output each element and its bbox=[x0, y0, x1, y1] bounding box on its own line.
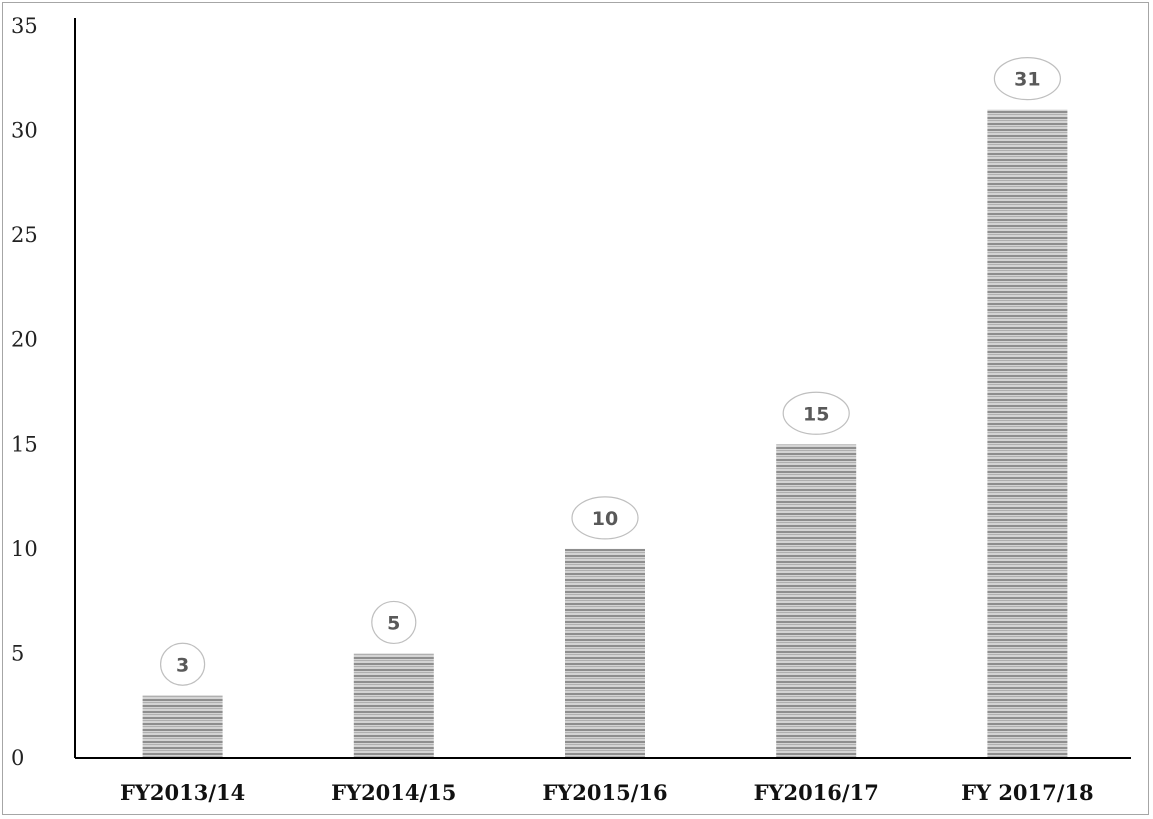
data-label: 15 bbox=[803, 403, 829, 425]
y-tick-label: 30 bbox=[11, 119, 38, 143]
x-axis-ticks: FY2013/14 FY2014/15 FY2015/16 FY2016/17 FY 2… bbox=[120, 780, 1094, 805]
bar bbox=[353, 653, 434, 758]
x-tick-label: FY2014/15 bbox=[331, 780, 456, 805]
data-label: 31 bbox=[1014, 69, 1040, 91]
y-tick-label: 15 bbox=[11, 432, 38, 456]
x-tick-label: FY2013/14 bbox=[120, 780, 245, 805]
x-tick-label: FY2015/16 bbox=[542, 780, 667, 805]
data-label-bubble bbox=[160, 642, 206, 686]
y-tick-label: 35 bbox=[11, 14, 38, 38]
bar bbox=[776, 444, 857, 758]
x-tick-label: FY 2017/18 bbox=[961, 780, 1094, 805]
data-label-bubble bbox=[993, 57, 1062, 101]
y-tick-label: 0 bbox=[11, 746, 24, 770]
y-tick-label: 25 bbox=[11, 223, 38, 247]
data-label-bubble bbox=[371, 600, 417, 645]
bars bbox=[142, 109, 1068, 758]
data-label-bubble bbox=[782, 391, 850, 435]
data-label-bubble bbox=[571, 496, 639, 540]
data-label: 3 bbox=[176, 654, 189, 676]
bar bbox=[142, 695, 223, 758]
y-tick-label: 20 bbox=[11, 328, 38, 352]
x-tick-label: FY2016/17 bbox=[754, 780, 879, 805]
data-labels: 3 5 10 15 31 bbox=[160, 57, 1062, 686]
y-tick-label: 10 bbox=[11, 537, 38, 561]
bar bbox=[987, 109, 1068, 758]
y-axis-ticks: 0 5 10 15 20 25 30 35 bbox=[11, 14, 38, 770]
bar bbox=[565, 548, 645, 758]
data-label: 10 bbox=[592, 508, 618, 530]
data-label: 5 bbox=[387, 612, 400, 634]
y-tick-label: 5 bbox=[11, 641, 24, 665]
